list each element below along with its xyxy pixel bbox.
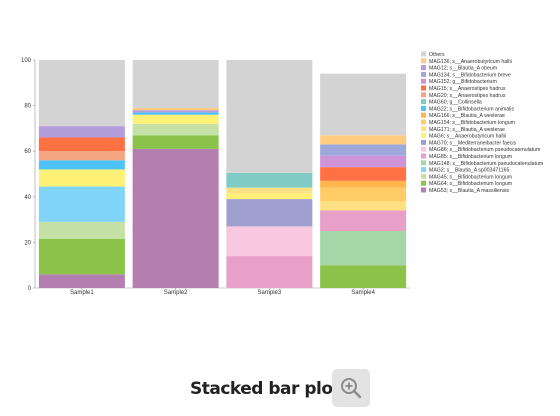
bar-segment: [226, 193, 313, 200]
legend-label: MAG148; s__Bifidobacterium pseudocatenul…: [429, 161, 543, 167]
legend-label: Others: [429, 52, 445, 58]
zoom-button[interactable]: [332, 369, 370, 407]
legend-label: MAG152; g__Bifidobacterium: [429, 79, 497, 85]
legend-label: MAG86; s__Bifidobacterium pseudocatenula…: [429, 147, 540, 153]
legend-label: MAG2; s__Blautia_A sp003471165: [429, 168, 509, 174]
bar-segment: [226, 199, 313, 227]
chart-caption: Stacked bar plot: [0, 366, 560, 416]
legend-label: MAG45; s__Bifidobacterium longum: [429, 174, 512, 180]
bar-segment: [132, 112, 219, 115]
bar-segment: [38, 126, 125, 138]
bars: [38, 60, 407, 288]
bar-segment: [226, 256, 313, 288]
legend-swatch: [421, 153, 426, 159]
legend-label: MAG136; s__Anaerobutyricum hallii: [429, 59, 512, 65]
legend-swatch: [421, 51, 426, 57]
legend-swatch: [421, 92, 426, 98]
legend-label: MAG60; g__Collinsella: [429, 100, 482, 106]
legend-swatch: [421, 139, 426, 145]
bar-segment: [132, 107, 219, 111]
legend-label: MAG12; s__Blautia_A obeum: [429, 66, 497, 72]
legend-label: MAG85; s__Bifidobacterium longum: [429, 154, 512, 160]
bar-segment: [38, 60, 125, 127]
bar-segment: [38, 160, 125, 170]
bar-segment: [38, 274, 125, 288]
legend-label: MAG171; s__Blautia_A wexlerae: [429, 127, 505, 133]
bar-segment: [320, 231, 407, 266]
legend-swatch: [421, 187, 426, 193]
legend-label: MAG154; s__Bifidobacterium longum: [429, 120, 515, 126]
bar-segment: [320, 167, 407, 181]
bar-segment: [38, 221, 125, 239]
legend-label: MAG134; s__Bifidobacterium breve: [429, 72, 511, 78]
bar-segment: [320, 187, 407, 202]
x-tick-label: Sample3: [258, 290, 282, 296]
bar-segment: [132, 110, 219, 113]
legend-swatch: [421, 85, 426, 91]
chart-caption-title: Stacked bar plot: [190, 379, 341, 399]
bar-segment: [132, 114, 219, 124]
bar-segment: [226, 172, 313, 188]
bar-segment: [320, 155, 407, 168]
legend-label: MAG166; s__Blautia_A wexlerae: [429, 113, 505, 119]
legend-label: MAG6; s__Anaerobutyricum hallii: [429, 134, 506, 140]
y-tick-label: 40: [24, 195, 31, 201]
legend-label: MAG70; s__Mediterraneibacter faecis: [429, 140, 516, 146]
legend-label: MAG64; s__Bifidobacterium longum: [429, 181, 512, 187]
bar-segment: [320, 135, 407, 145]
bar-segment: [320, 180, 407, 188]
legend-swatch: [421, 167, 426, 173]
y-tick-label: 80: [24, 104, 31, 110]
legend-label: MAG22; s__Bifidobacterium animalis: [429, 106, 514, 112]
legend-swatch: [421, 119, 426, 125]
legend-swatch: [421, 58, 426, 64]
legend-swatch: [421, 78, 426, 84]
legend-label: MAG15; s__Anaerostipes hadrus: [429, 86, 506, 92]
bar-segment: [320, 210, 407, 231]
legend-label: MAG53; s__Blautia_A massiliensis: [429, 188, 510, 194]
legend-swatch: [421, 180, 426, 186]
x-tick-label: Sample2: [164, 290, 188, 296]
bar-segment: [226, 60, 313, 173]
y-tick-label: 0: [28, 286, 32, 292]
y-tick-label: 60: [24, 149, 31, 155]
bar-segment: [226, 226, 313, 257]
y-tick-label: 20: [24, 240, 31, 246]
legend-swatch: [421, 71, 426, 77]
legend-swatch: [421, 160, 426, 166]
bar-segment: [38, 238, 125, 275]
bar-segment: [132, 123, 219, 136]
stacked-bar-chart: 0 20 40 60 80 100 Sample1 Sample2 Sample3 Sample4…: [21, 51, 543, 296]
bar-segment: [38, 186, 125, 222]
bar-segment: [320, 144, 407, 156]
bar-segment: [38, 137, 125, 152]
bar-segment: [38, 169, 125, 187]
bar-segment: [38, 151, 125, 161]
bar-segment: [320, 73, 407, 136]
legend-swatch: [421, 112, 426, 118]
legend-swatch: [421, 65, 426, 71]
legend-swatch: [421, 105, 426, 111]
zoom-in-icon: [341, 378, 362, 399]
legend-label: MAG20; s__Anaerostipes hadrus: [429, 93, 506, 99]
x-tick-label: Sample4: [351, 290, 375, 296]
bar-segment: [132, 60, 219, 108]
legend-swatch: [421, 146, 426, 152]
bar-segment: [320, 201, 407, 211]
legend-swatch: [421, 173, 426, 179]
legend-swatch: [421, 99, 426, 105]
legend-swatch: [421, 126, 426, 132]
x-tick-label: Sample1: [70, 290, 94, 296]
legend-swatch: [421, 133, 426, 139]
bar-segment: [132, 148, 219, 288]
bar-segment: [132, 135, 219, 149]
y-tick-label: 100: [21, 58, 32, 64]
bar-segment: [226, 187, 313, 194]
bar-segment: [320, 265, 407, 288]
